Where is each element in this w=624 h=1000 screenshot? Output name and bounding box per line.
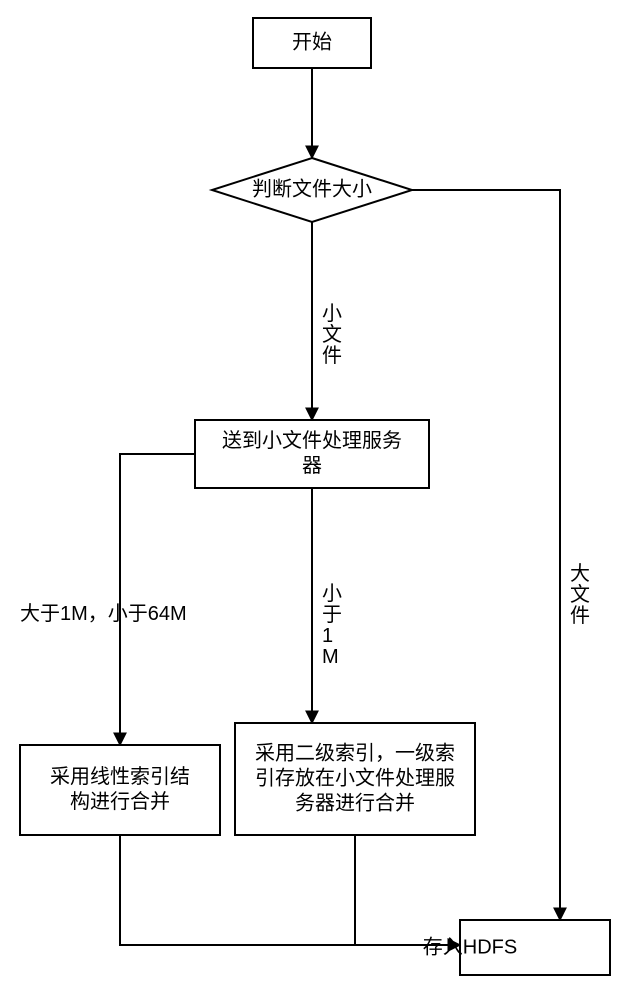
edge-label-range: 大于1M，小于64M [20, 602, 187, 625]
edge [120, 454, 195, 745]
edge [120, 835, 460, 945]
edge-label-lt1m-3: M [322, 646, 339, 668]
node-linear-label-1: 构进行合并 [70, 790, 170, 813]
edge-label-large_file-0: 大 [570, 562, 590, 585]
edge-label-small_file-0: 小 [322, 302, 342, 325]
edge-label-large_file-2: 件 [570, 604, 590, 627]
node-send-label-0: 送到小文件处理服务 [222, 429, 402, 452]
edge-label-lt1m-2: 1 [322, 625, 333, 647]
node-hdfs-label-0: 存入HDFS [423, 935, 517, 958]
node-twoLevel-label-2: 务器进行合并 [295, 791, 415, 814]
edge-label-small_file-1: 文 [322, 323, 342, 346]
node-twoLevel-label-1: 引存放在小文件处理服 [255, 766, 455, 789]
edge-label-lt1m-0: 小 [322, 582, 342, 605]
node-start-label-0: 开始 [292, 30, 332, 53]
node-linear-label-0: 采用线性索引结 [50, 765, 190, 788]
node-decision-label-0: 判断文件大小 [252, 177, 372, 200]
node-twoLevel-label-0: 采用二级索引，一级索 [255, 741, 455, 764]
edge-label-large_file-1: 文 [570, 583, 590, 606]
edge-label-lt1m-1: 于 [322, 604, 342, 626]
edge-label-small_file-2: 件 [322, 344, 342, 367]
node-send-label-1: 器 [302, 455, 322, 477]
